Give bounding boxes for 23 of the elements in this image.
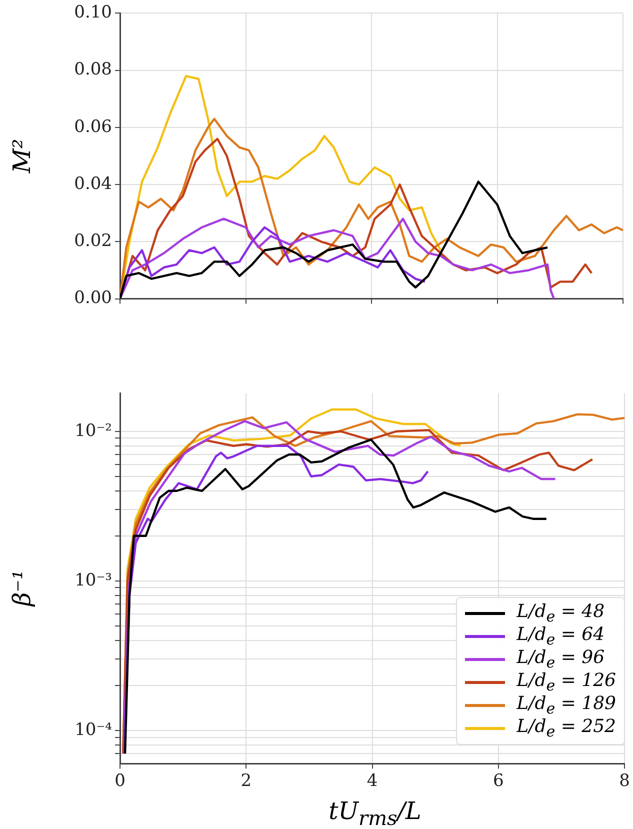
y-tick-label: 0.10 [74, 2, 112, 23]
y-tick-label: 0.08 [74, 60, 112, 80]
legend-label: L/d$_{e}$ = 189 [516, 693, 616, 718]
y-tick-label: 10⁻² [74, 420, 112, 441]
x-axis-title: tU$_{rms}$/L [328, 797, 422, 829]
y-tick-label: 10⁻³ [74, 570, 112, 590]
x-tick-label: 0 [114, 771, 126, 792]
legend-label: L/d$_{e}$ = 126 [516, 670, 616, 695]
legend-label: L/d$_{e}$ = 48 [516, 601, 605, 626]
y-tick-label: 0.00 [74, 288, 112, 308]
y-tick-label: 0.06 [74, 116, 112, 137]
y-axis-title: M² [8, 138, 36, 174]
y-tick-label: 0.02 [74, 231, 112, 252]
x-tick-label: 8 [619, 771, 630, 792]
legend-label: L/d$_{e}$ = 96 [516, 647, 605, 672]
legend-label: L/d$_{e}$ = 252 [516, 716, 616, 741]
x-tick-label: 4 [366, 771, 378, 792]
x-tick-label: 2 [240, 771, 252, 792]
y-axis-title: β⁻¹ [8, 569, 36, 606]
x-tick-label: 6 [493, 771, 504, 792]
legend-label: L/d$_{e}$ = 64 [516, 624, 605, 649]
y-tick-label: 0.04 [74, 174, 112, 194]
y-tick-label: 10⁻⁴ [74, 720, 112, 740]
